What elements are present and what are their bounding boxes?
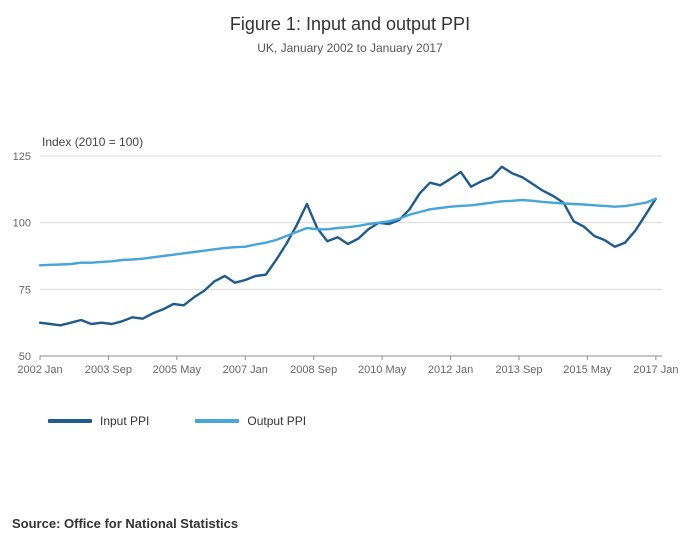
x-tick-label: 2017 Jan — [633, 364, 678, 376]
chart-area: Index (2010 = 100) 125 100 75 50 2002 Jan 200… — [0, 135, 700, 384]
legend-label-output-ppi: Output PPI — [247, 414, 307, 428]
y-tick-label: 75 — [19, 284, 31, 296]
x-tick-label: 2003 Sep — [85, 364, 132, 376]
legend-label-input-ppi: Input PPI — [100, 414, 150, 428]
legend-item-input-ppi: Input PPI — [48, 414, 149, 428]
x-tick-label: 2002 Jan — [17, 364, 62, 376]
y-tick-label: 50 — [19, 351, 31, 363]
x-tick-label: 2007 Jan — [223, 364, 268, 376]
output-ppi-line — [38, 197, 657, 267]
output-ppi-swatch — [195, 419, 240, 423]
input-ppi-line — [38, 165, 657, 327]
legend: Input PPI Output PPI — [48, 414, 700, 428]
x-tick-label: 2015 May — [563, 364, 612, 376]
x-tick-label: 2013 Sep — [495, 364, 542, 376]
y-axis-note: Index (2010 = 100) — [42, 135, 144, 149]
chart-title: Figure 1: Input and output PPI — [229, 14, 471, 34]
input-ppi-swatch — [48, 419, 92, 423]
x-tick-label: 2010 May — [358, 364, 407, 376]
source-text: Source: Office for National Statistics — [12, 516, 239, 531]
x-tick-label: 2008 Sep — [290, 364, 337, 376]
y-tick-label: 100 — [13, 218, 31, 230]
legend-item-output-ppi: Output PPI — [195, 414, 306, 428]
x-tick-label: 2005 May — [153, 364, 202, 376]
x-tick-label: 2012 Jan — [428, 364, 473, 376]
chart-subtitle: UK, January 2002 to January 2017 — [257, 41, 443, 55]
y-tick-label: 125 — [13, 152, 31, 163]
